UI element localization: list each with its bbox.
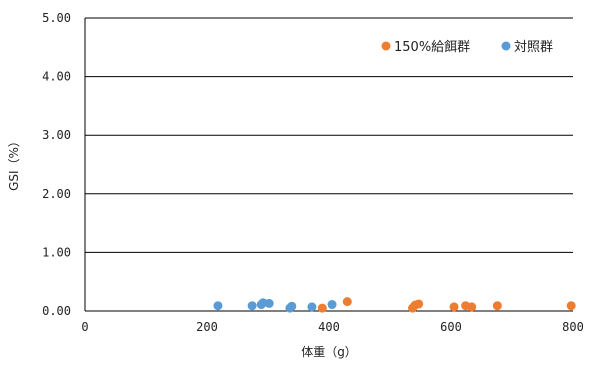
data-point-150pct-fed: [492, 301, 502, 311]
y-tick-label: 3.00: [42, 128, 71, 142]
x-tick-label: 0: [81, 320, 88, 334]
data-point-150pct-fed: [566, 301, 576, 311]
data-point-control: [247, 301, 257, 311]
y-tick-label: 0.00: [42, 304, 71, 318]
data-point-control: [327, 300, 337, 310]
y-tick-label: 2.00: [42, 187, 71, 201]
data-point-150pct-fed: [414, 299, 424, 309]
y-axis-title: GSI（%）: [7, 135, 21, 191]
x-tick-label: 200: [196, 320, 218, 334]
data-point-control: [264, 298, 274, 308]
y-tick-label: 5.00: [42, 11, 71, 25]
data-point-150pct-fed: [467, 302, 477, 312]
x-tick-labels: 0 200 400 600 800: [81, 320, 583, 334]
x-axis-title: 体重（g）: [301, 345, 357, 359]
legend: 150%給餌群 対照群: [381, 40, 553, 55]
axes: [84, 18, 573, 312]
legend-marker-150pct-fed: [381, 41, 391, 51]
y-tick-label: 4.00: [42, 70, 71, 84]
data-points: [213, 297, 576, 313]
y-tick-label: 1.00: [42, 245, 71, 259]
data-point-control: [287, 301, 297, 311]
y-tick-labels: 0.00 1.00 2.00 3.00 4.00 5.00: [42, 11, 71, 318]
x-tick-label: 400: [318, 320, 340, 334]
gridlines: [85, 17, 573, 253]
data-point-150pct-fed: [342, 297, 352, 307]
data-point-control: [213, 301, 223, 311]
x-tick-label: 600: [440, 320, 462, 334]
data-point-150pct-fed: [449, 302, 459, 312]
data-point-control: [307, 302, 317, 312]
legend-label-control: 対照群: [514, 40, 553, 55]
data-point-150pct-fed: [317, 303, 327, 313]
legend-marker-control: [501, 41, 511, 51]
x-tick-label: 800: [562, 320, 584, 334]
legend-label-150pct-fed: 150%給餌群: [394, 40, 470, 55]
